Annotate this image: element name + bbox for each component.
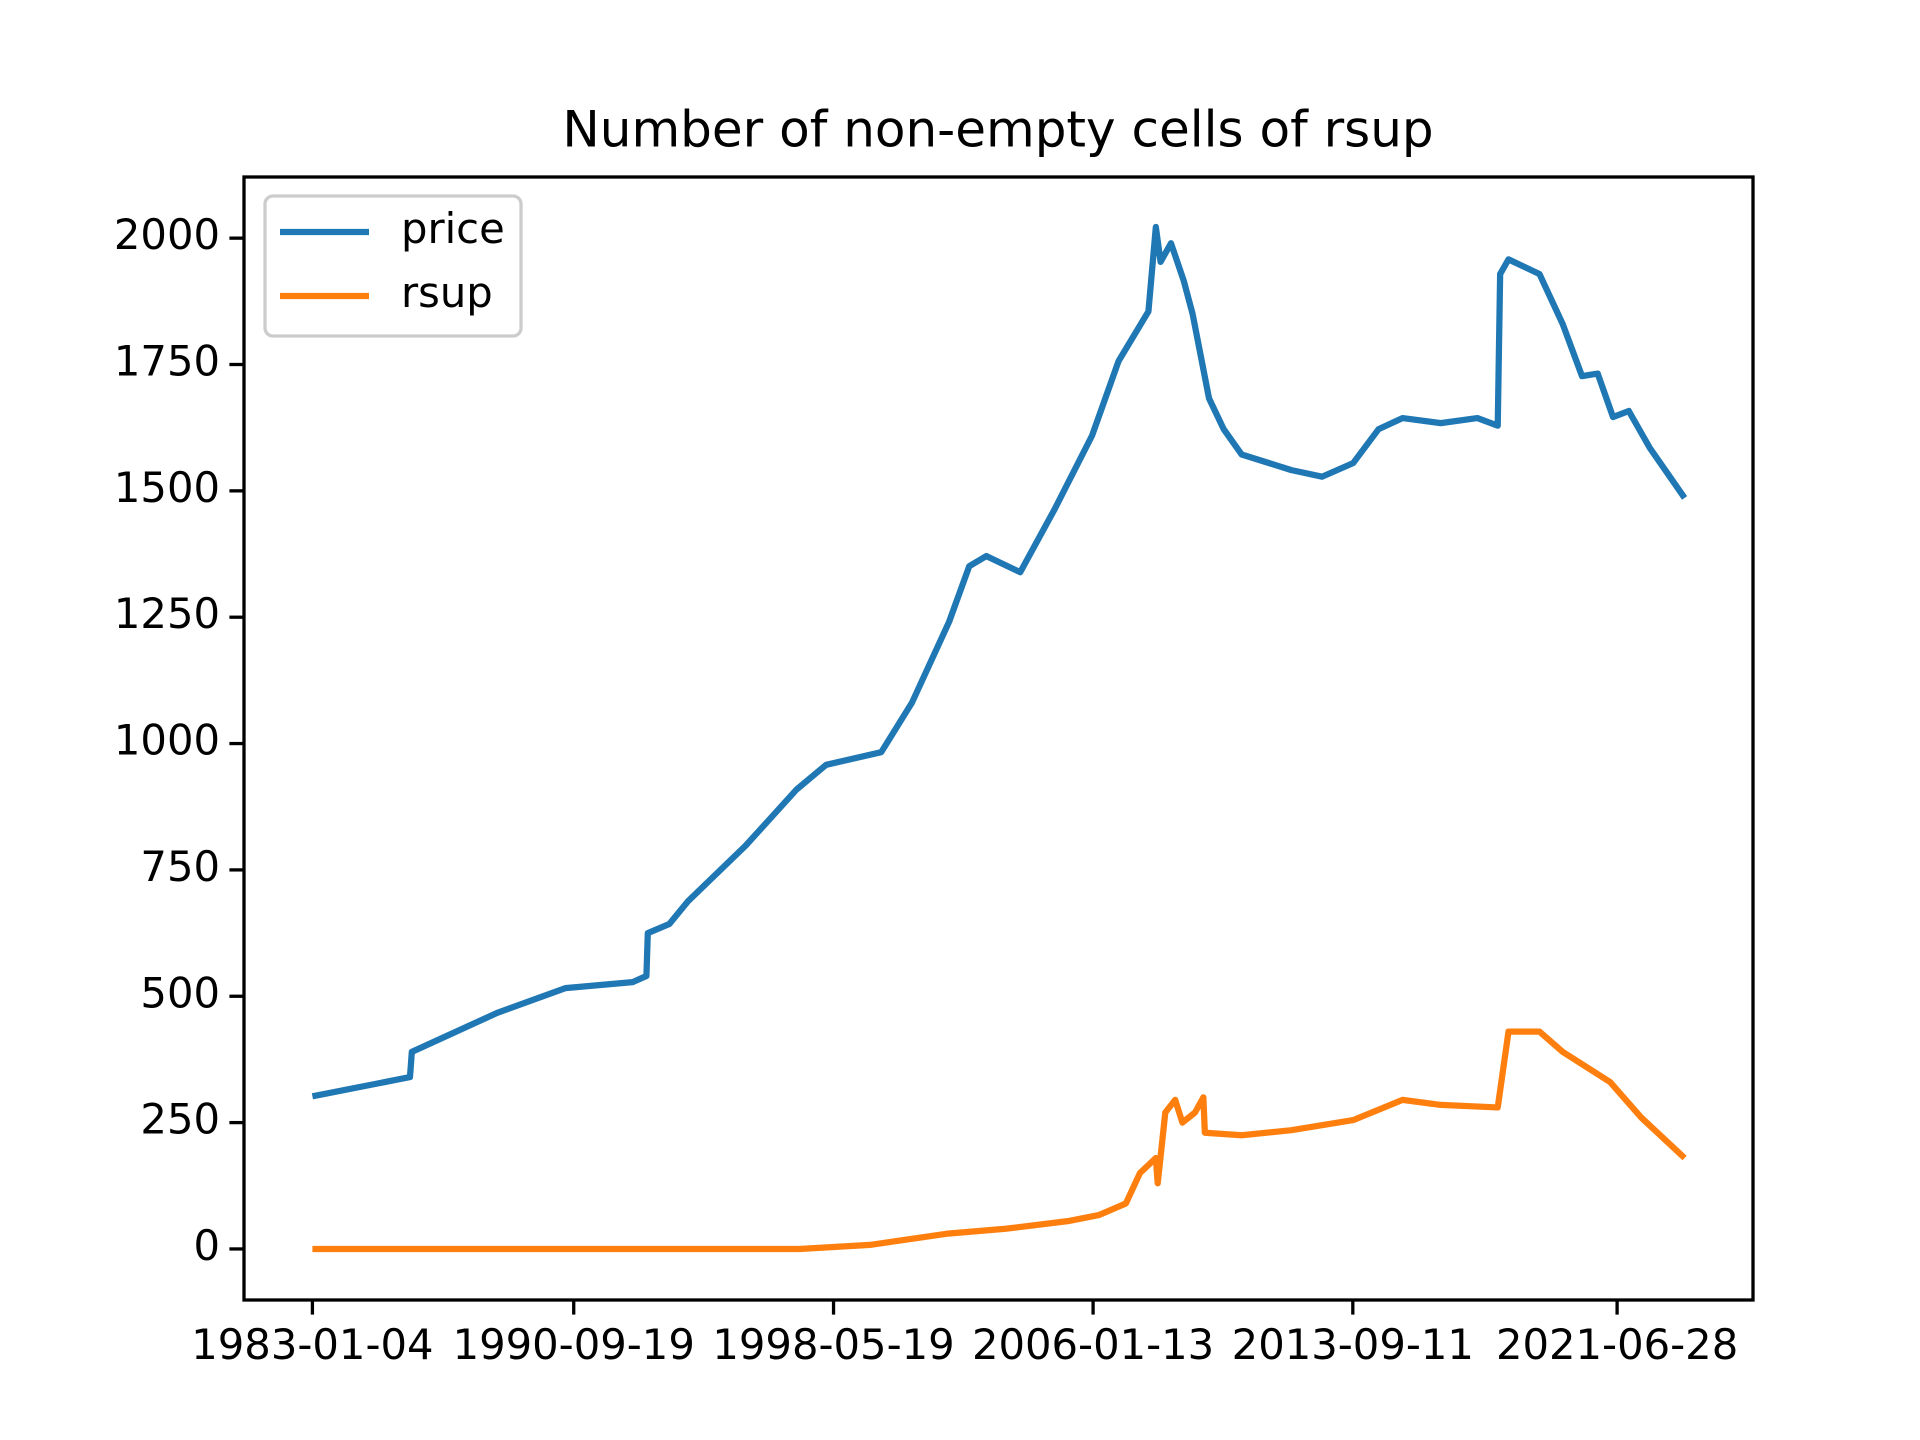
y-tick-label: 2000 <box>114 210 220 259</box>
legend: price rsup <box>263 194 523 338</box>
y-tick-label: 1000 <box>114 716 220 765</box>
y-tick-label: 0 <box>193 1221 220 1270</box>
x-tick-label: 2006-01-13 <box>972 1320 1214 1369</box>
x-tick-label: 2021-06-28 <box>1496 1320 1738 1369</box>
x-tick-label: 1983-01-04 <box>191 1320 433 1369</box>
line <box>311 223 1688 1100</box>
chart-title: Number of non-empty cells of rsup <box>562 101 1433 159</box>
y-tick-label: 250 <box>140 1095 220 1144</box>
y-tick-label: 1250 <box>114 589 220 638</box>
y-tick-label: 1500 <box>114 463 220 512</box>
y-tick-label: 750 <box>140 842 220 891</box>
x-tick-label: 2013-09-11 <box>1232 1320 1474 1369</box>
y-tick-label: 500 <box>140 968 220 1017</box>
legend-label: rsup <box>401 268 493 317</box>
y-tick-label: 1750 <box>114 337 220 386</box>
x-tick-label: 1998-05-19 <box>712 1320 954 1369</box>
x-tick-label: 1990-09-19 <box>453 1320 695 1369</box>
line <box>312 1028 1687 1253</box>
plot-frame <box>242 175 1755 1302</box>
legend-label: price <box>401 204 505 253</box>
